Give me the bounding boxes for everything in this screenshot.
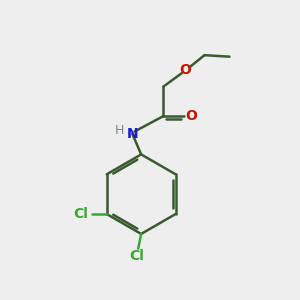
Text: H: H xyxy=(114,124,124,137)
Text: Cl: Cl xyxy=(129,249,144,263)
Text: N: N xyxy=(127,127,138,141)
Text: Cl: Cl xyxy=(74,207,88,221)
Text: O: O xyxy=(179,64,191,77)
Text: O: O xyxy=(185,109,197,123)
